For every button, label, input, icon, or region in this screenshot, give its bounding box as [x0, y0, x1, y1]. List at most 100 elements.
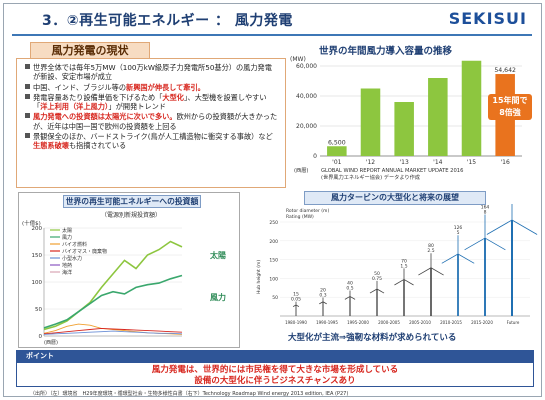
bullet-square-icon: [25, 93, 30, 99]
growth-callout: 15年間で 8倍強: [488, 94, 532, 120]
turbine-blade: [511, 219, 538, 235]
turbine-blade: [292, 304, 297, 307]
rating-value-label: 0.5: [346, 286, 353, 292]
x-tick-label: '12: [366, 159, 375, 166]
bullet-square-icon: [25, 83, 30, 89]
legend-label: 海洋: [62, 269, 72, 276]
year-label: 2000-2005: [378, 320, 400, 325]
turbine-blade: [322, 301, 327, 305]
y-tick-label: 0: [313, 153, 317, 160]
y-tick-label: 50: [272, 295, 278, 301]
chart2-subtitle: （電源別新規投資額）: [100, 212, 161, 219]
company-logo: SEKISUI: [448, 9, 527, 28]
y-unit-label: (十億$): [22, 219, 41, 227]
rating-value-label: 5: [457, 230, 460, 236]
x-tick-label: '14: [433, 159, 442, 166]
x-tick-label: '13: [400, 159, 409, 166]
rotor-label: Rotor diameter (m): [286, 208, 329, 214]
investment-chart-box: [18, 192, 240, 348]
caption-arrow: ⇒: [339, 333, 347, 343]
chart2-title: 世界の再生可能エネルギーへの投資額: [63, 195, 201, 208]
point-line-2: 設備の大型化に伴うビジネスチャンスあり: [194, 376, 356, 386]
rotor-diameter-label: 40: [347, 281, 353, 287]
series-line-風力: [43, 274, 183, 329]
investment-line-chart: (十億$)200150100500(西暦)太陽風力バイオ燃料バイオマス・廃棄物小…: [22, 219, 226, 346]
legend-label: 地熱: [62, 262, 72, 269]
rotor-diameter-label: 50: [374, 271, 380, 277]
turbine-blade: [295, 304, 300, 307]
bar-'14: [428, 78, 448, 156]
rating-value-label: 0.05: [291, 297, 301, 303]
series-label-wind: 風力: [210, 292, 226, 302]
turbine-blade: [369, 288, 378, 294]
rotor-diameter-label: 164: [481, 205, 490, 211]
bullet-text: 大型化: [162, 92, 184, 102]
point-box: 風力発電は、世界的には市民権を得て大きな市場を形成している 設備の大型化に伴うビ…: [16, 362, 534, 387]
bullet-text: も指摘されている: [68, 141, 127, 151]
chart1-title: 世界の年間風力導入容量の推移: [319, 46, 453, 57]
turbine-blade: [430, 267, 444, 276]
status-bullet: 中国、インド、ブラジル等の新興国が伸長して牽引。: [25, 83, 279, 92]
rotor-diameter-label: 80: [428, 243, 434, 249]
legend-label: 小型水力: [62, 255, 82, 262]
callout-line-2: 8倍強: [499, 108, 521, 117]
y-unit-label: (MW): [290, 56, 306, 63]
turbine-size-diagram: Rotor diameter (m)Rating (MW) Hub height …: [256, 204, 538, 325]
slide-title: 3．②再生可能エネルギー ： 風力発電: [42, 13, 293, 29]
chart-source-2: (世界風力エネルギー協会) データより作成: [321, 173, 420, 181]
rating-value-label: 1.5: [400, 263, 407, 269]
point-tab: [16, 350, 534, 362]
turbine-blade: [486, 219, 513, 235]
status-bullet: 景観保全のほか、バードストライク(鳥が人工構造物に衝突する事故）など生態系破壊も…: [25, 132, 279, 151]
bullet-text: 新興国が伸長して牽引。: [126, 82, 205, 92]
y-tick-label: 150: [269, 258, 278, 264]
y-tick-label: 40,000: [296, 93, 317, 100]
rotor-diameter-label: 20: [320, 287, 326, 293]
rating-value-label: 2.5: [427, 248, 434, 254]
turbine-blade: [457, 253, 475, 264]
bullet-text: 生態系破壊: [33, 141, 69, 151]
bullet-text: 発電容量あたり設備単価を下げるため「: [33, 92, 163, 102]
point-line-1: 風力発電は、世界的には市民権を得て大きな市場を形成している: [151, 365, 399, 375]
rotor-diameter-label: 70: [401, 258, 407, 264]
bar-value-label: 6,500: [328, 139, 346, 146]
series-line-バイオマス・廃棄物: [43, 327, 183, 335]
status-bullet: 風力発電への投資額は太陽光に次いで多い。欧州からの投資額が大きかったが、近年は中…: [25, 112, 279, 131]
y-tick-label: 60,000: [296, 63, 317, 70]
year-label: 2010-2015: [440, 320, 462, 325]
bullet-text: 風力発電への投資額は太陽光に次いで多い。: [33, 112, 177, 122]
bar-'13: [394, 102, 414, 156]
year-label: Future: [507, 320, 520, 325]
year-label: 1980-1990: [285, 320, 307, 325]
bar-'12: [360, 88, 381, 156]
status-bullet: 発電容量あたり設備単価を下げるため「大型化」、大型機を設置しやすい「洋上利用（洋…: [25, 93, 279, 112]
y-tick-label: 150: [32, 253, 43, 259]
turbine-blade: [418, 267, 432, 276]
bullet-square-icon: [25, 64, 30, 69]
year-label: 2015-2020: [471, 320, 493, 325]
rating-label: Rating (MW): [286, 214, 314, 220]
x-tick-label: '16: [501, 159, 510, 166]
turbine-blade: [344, 296, 351, 300]
y-tick-label: 20,000: [296, 123, 317, 130]
y-tick-label: 100: [269, 276, 278, 282]
status-bullet: 世界全体では毎年5万MW（100万kW級原子力発電所50基分）の風力発電が新設、…: [25, 63, 279, 82]
bullet-text: 」が開発トレンド: [108, 102, 166, 112]
diagram-caption: 大型化が主流⇒強靭な材料が求められている: [288, 331, 456, 343]
y-tick-label: 200: [269, 239, 278, 245]
series-label-solar: 太陽: [209, 250, 226, 260]
bar-'15: [461, 60, 482, 156]
header-divider: [12, 34, 532, 36]
legend-label: 太陽: [62, 227, 72, 234]
series-line-太陽: [43, 240, 183, 331]
x-unit-label: (西暦): [294, 167, 308, 174]
x-unit-label: (西暦): [44, 340, 58, 346]
bullet-text: 」、大型機を設置しやすい「: [33, 92, 267, 112]
turbine-blade: [376, 288, 385, 294]
source-footer: （出所）（左）環境省 H29年度環境・循環型社会・生物多様性白書（右下）Tech…: [30, 391, 349, 397]
bullet-text: 中国、インド、ブラジル等の: [33, 82, 127, 92]
bar-'01: [327, 146, 347, 156]
point-label: ポイント: [26, 352, 54, 360]
y-tick-label: 200: [32, 226, 43, 232]
turbine-blade: [441, 253, 459, 264]
